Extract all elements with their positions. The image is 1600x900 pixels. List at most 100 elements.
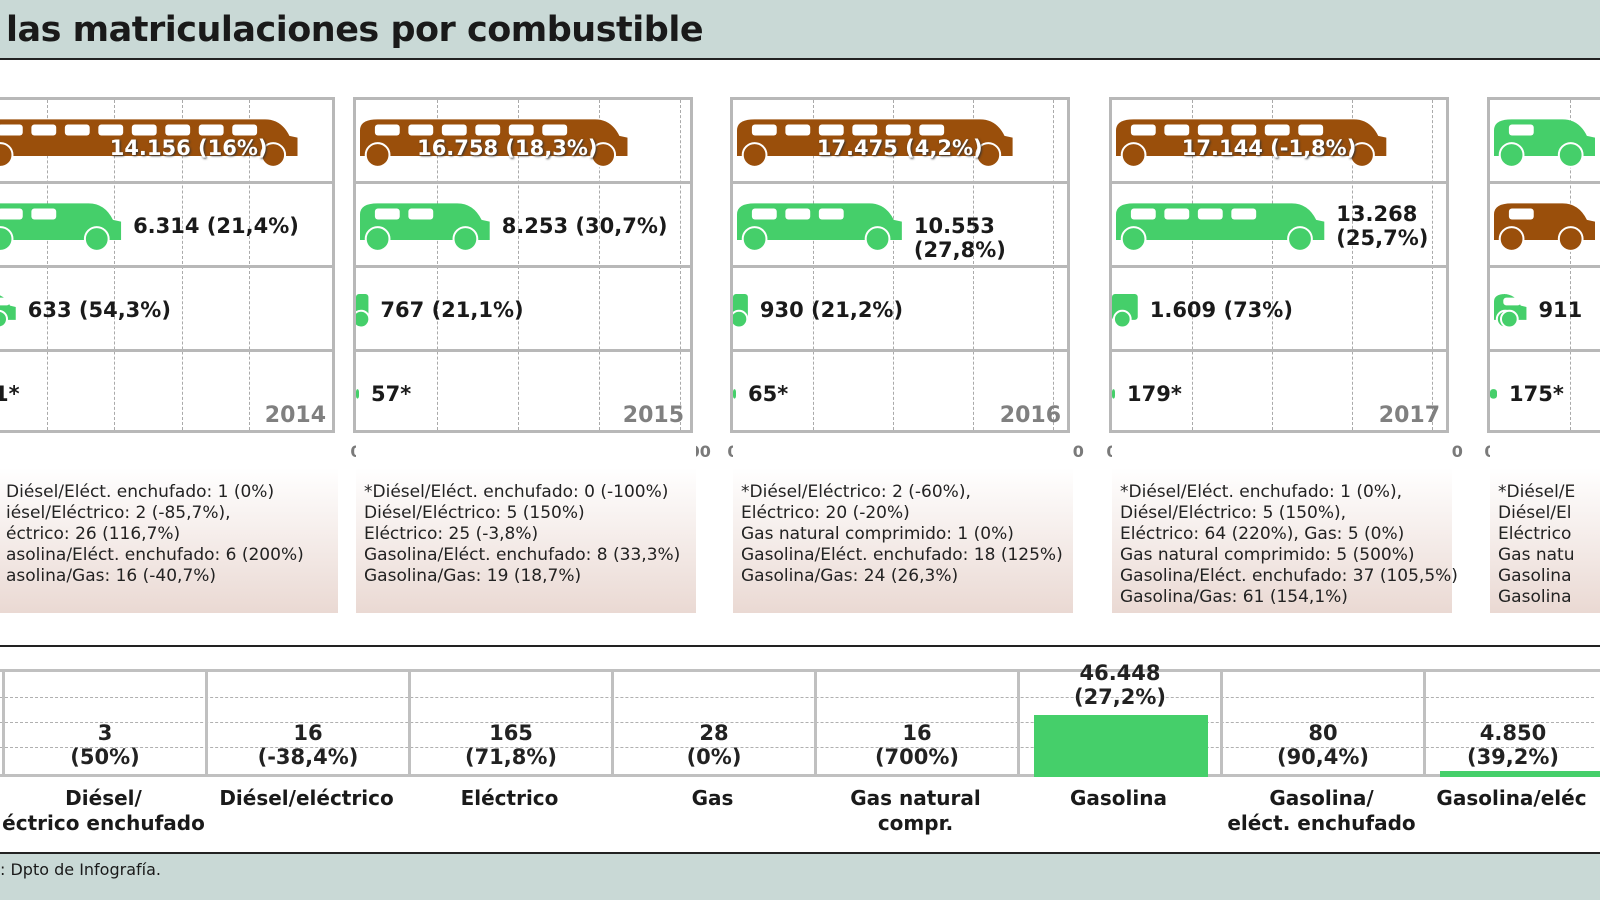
vehicle-bar [1490,199,1599,257]
source-note: : Dpto de Infografía. [0,860,161,879]
note-line: Diésel/Eléct. enchufado: 1 (0%) [6,482,275,502]
category-column: 28 (0%) [611,669,814,777]
vehicle-bar [356,199,494,257]
fuel-row: 930 (21,2%) [729,268,1067,352]
value-label: 3 (50%) [70,721,140,769]
year-label: 2016 [999,403,1061,428]
fuel-row: 767 (21,1%) [351,268,690,352]
value-label: 13.268 (25,7%) [1336,202,1429,250]
panel-2014: 14.156 (16%) 6.314 (21,4%) 633 (54,3%) 1* 20… [0,97,335,433]
value-label: 911 [1538,298,1583,322]
value-label: 179* [1127,382,1182,406]
footer-band: : Dpto de Infografía. [0,852,1600,900]
note-line: Gas natural comprimido: 5 (500%) [1120,545,1415,565]
value-label: 8.253 (30,7%) [501,214,668,238]
footnotes: *Diésel/Eléct. enchufado: 1 (0%), Diésel/… [1112,442,1458,613]
fuel-row: 17.475 (4,2%) [733,100,1067,184]
note-line: *Diésel/E [1498,482,1576,502]
gridline [0,722,1594,723]
note-line: Gasolina/Eléct. enchufado: 18 (125%) [741,545,1063,565]
footnotes: Diésel/Eléct. enchufado: 1 (0%) iésel/Elé… [0,442,338,613]
category-label: Gasolina/eléc [1436,786,1587,810]
value-label: 65* [748,382,789,406]
value-label: 16 (-38,4%) [257,721,359,769]
vehicle-bar [0,115,302,173]
note-line: *Diésel/Eléct. enchufado: 0 (-100%) [364,482,669,502]
header-band: las matriculaciones por combustible [0,0,1600,60]
value-label: 17.475 (4,2%) [816,136,983,160]
fuel-row: 8.253 (30,7%) [356,184,690,268]
footnotes: *Diésel/Eléct. enchufado: 0 (-100%) Diése… [356,442,696,613]
note-line: Gasolina/Eléct. enchufado: 37 (105,5%) [1120,566,1458,586]
footnotes: *Diésel/E Diésel/El Eléctrico Gas natu Gasol… [1490,442,1600,613]
value-label: 1* [0,382,20,406]
chart-title: las matriculaciones por combustible [6,10,704,50]
note-line: Gas natu [1498,545,1575,565]
vehicle-bar [1490,115,1599,173]
fuel-row: 6.314 (21,4%) [0,184,332,268]
category-column: 16 (700%) [814,669,1017,777]
value-label: 1.609 (73%) [1149,298,1293,322]
vehicle-bar [1490,291,1530,333]
vehicle-bar [733,387,740,406]
note-line: Gasolina/Eléct. enchufado: 8 (33,3%) [364,545,681,565]
category-label: Gas natural compr. [850,786,981,835]
value-label: 767 (21,1%) [380,298,524,322]
value-label: 930 (21,2%) [759,298,904,322]
note-line: Diésel/El [1498,503,1572,523]
vehicle-bar [356,115,631,173]
note-line: Diésel/Eléctrico: 5 (150%) [364,503,585,523]
fuel-row: 57* [356,352,690,436]
note-line: Eléctrico: 64 (220%), Gas: 5 (0%) [1120,524,1405,544]
fuel-row: 14.156 (16%) [0,100,332,184]
value-label: 4.850 (39,2%) [1466,721,1560,769]
fuel-row: 17.144 (-1,8%) [1112,100,1446,184]
value-label: 10.553 (27,8%) [913,214,1006,262]
value-label: 16.758 (18,3%) [417,136,598,160]
vehicle-bar [1112,199,1328,257]
value-label: 16 (700%) [874,721,960,769]
category-label: Diésel/eléctrico [219,786,394,810]
category-label: Gas [691,786,734,810]
vehicle-bar [1112,115,1390,173]
gridline [0,747,1594,748]
note-line: Gasolina [1498,566,1572,586]
panel-2016: 17.475 (4,2%) 10.553 (27,8%) 930 (21,2%) 65… [729,97,1070,433]
fuel-row: 1* [0,352,332,436]
vehicle-bar [356,387,363,406]
panel-2015: 16.758 (18,3%) 8.253 (30,7%) 767 (21,1%) 57… [351,97,693,436]
fuel-row [1490,184,1600,268]
divider [0,645,1600,647]
footnotes: *Diésel/Eléctrico: 2 (-60%), Eléctrico: 2… [733,442,1073,613]
vehicle-bar [0,199,125,257]
category-column: 16 (-38,4%) [205,669,408,777]
category-label: Eléctrico [460,786,559,810]
vehicle-bar [729,291,752,333]
year-label: 2014 [264,403,326,428]
category-label: Diésel/ éctrico enchufado [2,786,205,835]
note-line: *Diésel/Eléct. enchufado: 1 (0%), [1120,482,1402,502]
note-line: *Diésel/Eléctrico: 2 (-60%), [741,482,971,502]
note-line: Eléctrico [1498,524,1572,544]
fuel-row: 179* [1112,352,1446,436]
vehicle-bar [733,199,906,257]
note-line: Gasolina/Gas: 24 (26,3%) [741,566,959,586]
value-label: 633 (54,3%) [27,298,171,322]
note-line: Eléctrico: 25 (-3,8%) [364,524,539,544]
vehicle-bar [733,115,1017,173]
category-column: 80 (90,4%) [1220,669,1423,777]
fuel-row: 10.553 (27,8%) [733,184,1067,268]
fuel-row: 175* [1490,352,1600,436]
value-label: 175* [1509,382,1564,406]
vehicle-bar [1112,291,1142,333]
year-label: 2015 [622,403,684,428]
note-line: Gasolina/Gas: 61 (154,1%) [1120,587,1348,607]
summary-grid [0,669,1600,777]
fuel-row: 1.609 (73%) [1112,268,1446,352]
category-label: Gasolina/ eléct. enchufado [1227,786,1416,835]
fuel-row: 911 [1490,268,1600,352]
vehicle-bar [351,291,372,333]
value-label: 57* [371,382,412,406]
fuel-row: 13.268 (25,7%) [1112,184,1446,268]
category-column: 46.448 (27,2%) [1017,661,1220,777]
